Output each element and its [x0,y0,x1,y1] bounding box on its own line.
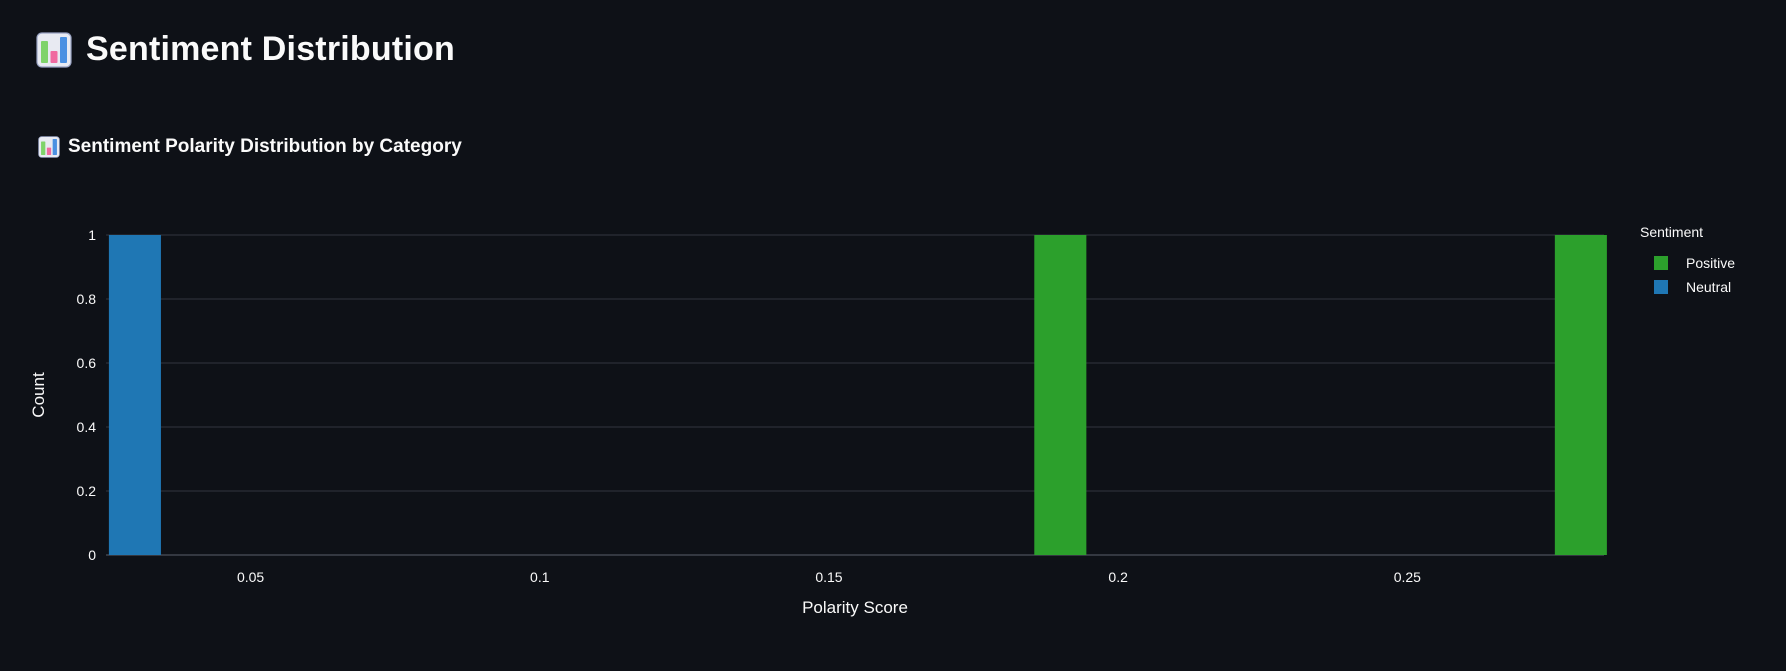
page-header: Sentiment Distribution [36,30,455,69]
legend-swatch-positive[interactable] [1654,256,1668,270]
x-tick-label: 0.15 [815,569,842,585]
chart-container[interactable]: 0 0.2 0.4 0.6 0.8 1 0.05 0.1 0.15 0.2 0.25 Count … [0,200,1786,640]
y-axis-label: Count [29,372,48,418]
x-tick-label: 0.25 [1394,569,1421,585]
y-tick-label: 0.4 [77,419,97,435]
x-axis-ticks: 0.05 0.1 0.15 0.2 0.25 [237,569,1421,585]
x-tick-label: 0.05 [237,569,264,585]
page-title: Sentiment Distribution [86,30,455,68]
legend-title: Sentiment [1640,224,1703,240]
y-tick-label: 0.8 [77,291,97,307]
x-tick-label: 0.2 [1108,569,1128,585]
section-subtitle: Sentiment Polarity Distribution by Categ… [68,136,462,157]
bars [108,235,1607,555]
histogram-chart[interactable]: 00.20.40.60.81 0.05 0.1 0.15 0.2 0.25 Count … [0,200,1786,640]
y-tick-label: 0.2 [77,483,97,499]
y-tick-label: 1 [88,227,96,243]
bar-neutral[interactable] [108,235,161,555]
x-tick-label: 0.1 [530,569,550,585]
bar-positive[interactable] [1034,235,1087,555]
bar-chart-emoji-icon [38,136,60,158]
bar-positive[interactable] [1554,235,1607,555]
section-header: Sentiment Polarity Distribution by Categ… [38,136,462,158]
y-tick-label: 0.6 [77,355,97,371]
bar-chart-emoji-icon [36,31,72,68]
y-tick-label: 0 [88,547,96,563]
x-axis-label: Polarity Score [802,598,908,617]
legend-swatch-neutral[interactable] [1654,280,1668,294]
legend[interactable]: Sentiment Positive Neutral [1640,224,1735,295]
y-axis-ticks: 0 0.2 0.4 0.6 0.8 1 [77,227,97,563]
legend-item-positive[interactable]: Positive [1686,255,1735,271]
grid-lines [106,234,1604,556]
legend-item-neutral[interactable]: Neutral [1686,279,1731,295]
